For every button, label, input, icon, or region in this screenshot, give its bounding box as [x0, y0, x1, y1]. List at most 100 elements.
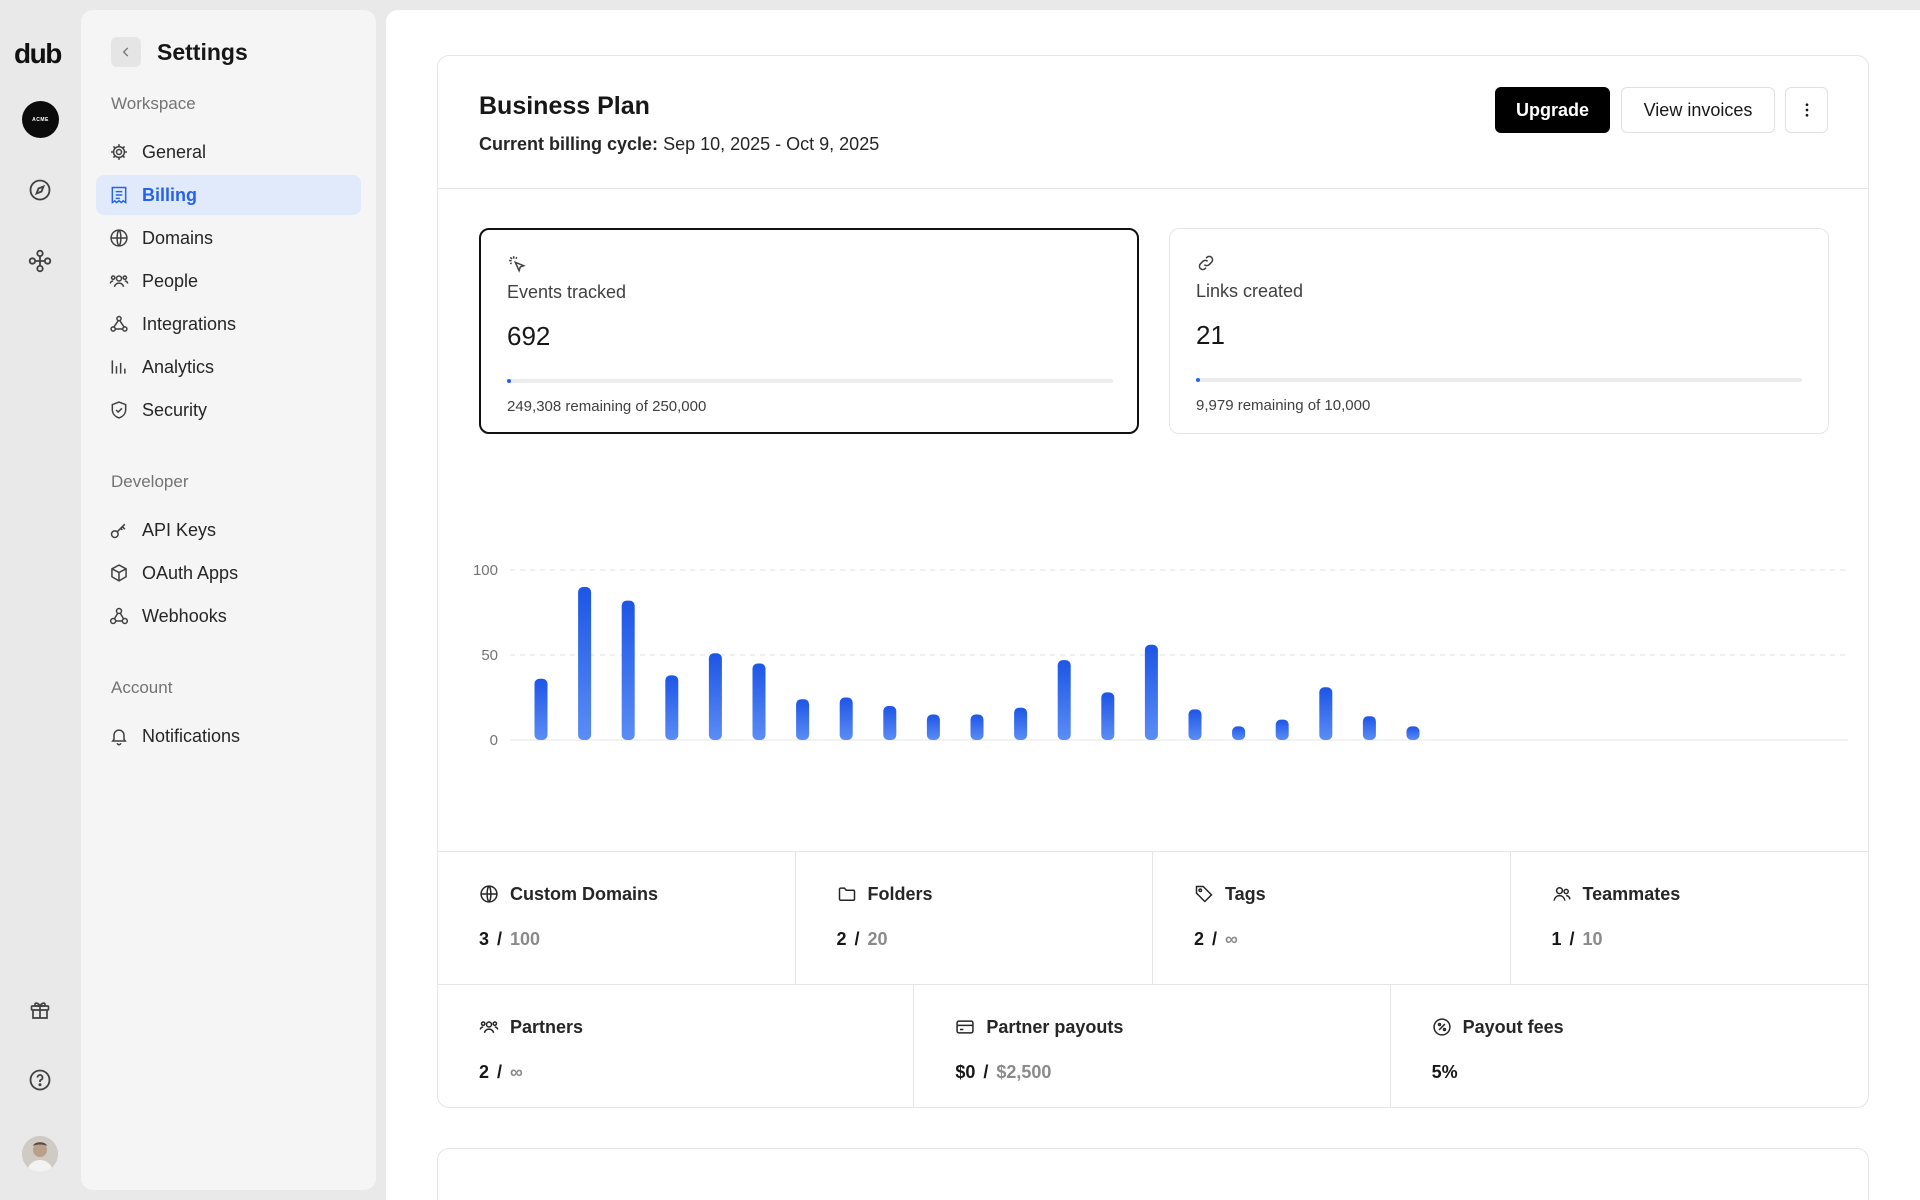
sidebar-item-billing[interactable]: Billing [96, 175, 361, 215]
stat-limit: 100 [510, 929, 541, 949]
events-chart: 0 50 100 Sep 11 Oct 9 [468, 496, 1848, 756]
chart-bar[interactable] [1362, 716, 1376, 740]
chart-bar[interactable] [1014, 707, 1028, 740]
chart-bar[interactable] [752, 663, 766, 741]
usage-progress-fill [1196, 378, 1200, 382]
folder-icon [837, 883, 859, 905]
settings-sidebar: Settings Workspace General Billing Domai… [81, 10, 376, 1190]
stat-title: Payout fees [1462, 1016, 1564, 1037]
stat-title: Partner payouts [986, 1016, 1124, 1037]
stat-used: 5% [1431, 1062, 1458, 1082]
workspace-avatar[interactable]: ACME [22, 101, 59, 138]
stat-used: 2 [479, 1062, 490, 1082]
events-usage-card[interactable]: Events tracked 692 249,308 remaining of … [479, 228, 1139, 434]
sidebar-item-webhooks[interactable]: Webhooks [96, 596, 361, 636]
sidebar-item-api-keys[interactable]: API Keys [96, 510, 361, 550]
help-icon[interactable] [23, 1063, 57, 1097]
links-usage-card[interactable]: Links created 21 9,979 remaining of 10,0… [1169, 228, 1829, 434]
y-tick-label: 50 [481, 647, 498, 664]
stat-used: 2 [1194, 929, 1205, 949]
users-icon [479, 1016, 501, 1038]
integrations-icon [108, 313, 130, 335]
sidebar-item-notifications[interactable]: Notifications [96, 716, 361, 756]
analytics-icon [108, 356, 130, 378]
usage-label: Events tracked [507, 282, 627, 302]
plan-card: Business Plan Current billing cycle: Sep… [437, 55, 1869, 1108]
gift-icon[interactable] [23, 993, 57, 1027]
network-icon[interactable] [23, 244, 57, 278]
stat-title: Folders [867, 883, 933, 904]
stat-separator: / [497, 929, 503, 949]
chart-bar[interactable] [883, 706, 897, 740]
x-tick-label: Oct 9 [1710, 753, 1746, 756]
chart-bar[interactable] [1319, 687, 1333, 740]
upgrade-button[interactable]: Upgrade [1495, 87, 1610, 133]
credit-card-icon [955, 1016, 977, 1038]
sidebar-item-integrations[interactable]: Integrations [96, 304, 361, 344]
stats-row-limits: Custom Domains 3 / 100 Folders 2 / 20 Tags 2… [438, 851, 1868, 984]
chart-bar[interactable] [1232, 726, 1246, 740]
stat-title: Partners [510, 1016, 584, 1037]
globe-icon [108, 227, 130, 249]
stat-folders: Folders 2 / 20 [796, 852, 1153, 984]
back-button[interactable] [111, 37, 141, 67]
chart-bar[interactable] [1188, 709, 1202, 740]
stat-used: 1 [1551, 929, 1562, 949]
y-tick-label: 100 [473, 562, 498, 579]
stat-limit: 10 [1582, 929, 1603, 949]
stat-title: Tags [1225, 883, 1266, 904]
icon-rail: dub ACME [0, 0, 81, 1200]
stat-limit: $2,500 [996, 1062, 1052, 1082]
stat-separator: / [1569, 929, 1575, 949]
sidebar-item-security[interactable]: Security [96, 390, 361, 430]
usage-remaining: 249,308 remaining of 250,000 [507, 398, 707, 415]
chart-bar[interactable] [665, 675, 679, 740]
receipt-icon [108, 184, 130, 206]
sidebar-item-analytics[interactable]: Analytics [96, 347, 361, 387]
chart-bar[interactable] [1101, 692, 1115, 740]
chart-bar[interactable] [1275, 719, 1289, 740]
stat-separator: / [983, 1062, 989, 1082]
sidebar-item-label: API Keys [142, 519, 217, 540]
chart-bar[interactable] [926, 714, 940, 741]
chart-bar[interactable] [534, 678, 548, 740]
chart-bar[interactable] [578, 587, 592, 740]
view-invoices-button[interactable]: View invoices [1621, 87, 1775, 133]
secondary-card [437, 1148, 1869, 1200]
sidebar-item-label: Analytics [142, 356, 215, 377]
chart-bar[interactable] [1406, 726, 1420, 740]
billing-cycle: Current billing cycle: Sep 10, 2025 - Oc… [479, 134, 879, 155]
sidebar-item-people[interactable]: People [96, 261, 361, 301]
more-options-button[interactable] [1785, 87, 1828, 133]
sidebar-item-label: OAuth Apps [142, 562, 239, 583]
y-tick-label: 0 [490, 732, 498, 749]
section-label-developer: Developer [111, 472, 189, 491]
sidebar-item-domains[interactable]: Domains [96, 218, 361, 258]
chart-bar[interactable] [796, 699, 810, 740]
usage-value: 692 [507, 321, 551, 351]
sidebar-item-label: Notifications [142, 725, 241, 746]
stat-used: $0 [955, 1062, 976, 1082]
sidebar-item-label: Integrations [142, 313, 237, 334]
dub-logo[interactable]: dub [14, 38, 62, 69]
stats-row-partners: Partners 2 / ∞ Partner payouts $0 / $2,500 P… [438, 984, 1868, 1107]
chart-bar[interactable] [839, 697, 853, 741]
stat-separator: / [1212, 929, 1218, 949]
user-avatar[interactable] [22, 1136, 58, 1172]
stat-title: Teammates [1582, 883, 1681, 904]
chart-bar[interactable] [621, 600, 635, 740]
compass-icon[interactable] [23, 173, 57, 207]
sidebar-item-oauth-apps[interactable]: OAuth Apps [96, 553, 361, 593]
sidebar-item-label: General [142, 141, 207, 162]
tag-icon [1194, 883, 1216, 905]
usage-progress-bar [507, 379, 1113, 383]
chart-bar[interactable] [1057, 660, 1071, 740]
stat-title: Custom Domains [510, 883, 659, 904]
chart-bar[interactable] [970, 714, 984, 741]
more-vertical-icon [1805, 103, 1808, 117]
usage-progress-bar [1196, 378, 1802, 382]
chart-bar[interactable] [708, 653, 722, 740]
chart-bar[interactable] [1144, 644, 1158, 740]
users-icon [108, 270, 130, 292]
sidebar-item-general[interactable]: General [96, 132, 361, 172]
